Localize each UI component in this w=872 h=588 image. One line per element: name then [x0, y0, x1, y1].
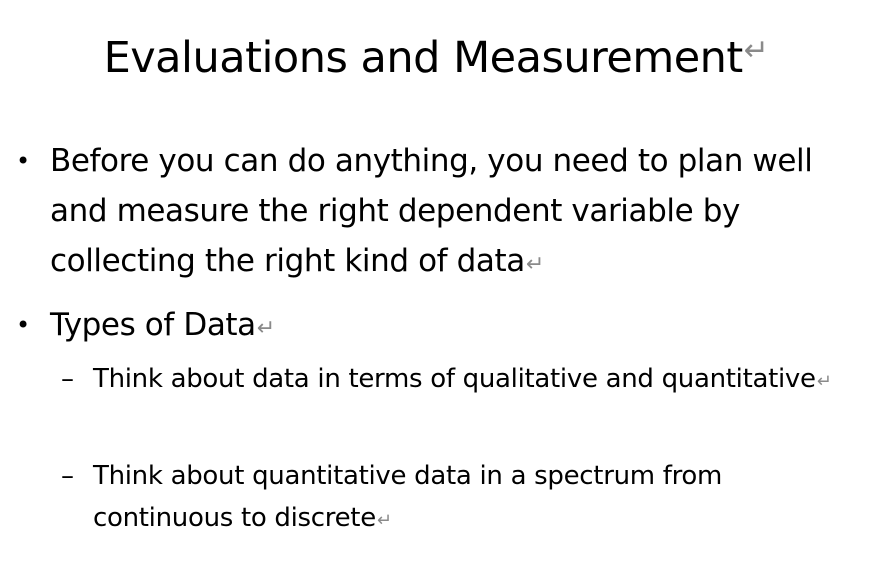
sub-bullet-marker: – [61, 364, 74, 394]
return-mark-icon: ↵ [816, 371, 832, 392]
bullet-marker: • [16, 147, 30, 175]
bullet-marker: • [16, 311, 30, 339]
return-mark-icon: ↵ [743, 33, 769, 68]
return-mark-icon: ↵ [256, 316, 275, 341]
bullet-item: • Types of Data↵ [16, 300, 860, 354]
sub-bullet-marker: – [61, 461, 74, 491]
sub-bullet-text: Think about quantitative data in a spect… [93, 461, 723, 533]
slide-title: Evaluations and Measurement↵ [0, 22, 872, 87]
bullet-item: • Before you can do anything, you need t… [16, 136, 860, 290]
bullet-text: Before you can do anything, you need to … [50, 143, 813, 279]
sub-bullet-item: – Think about quantitative data in a spe… [61, 455, 853, 542]
return-mark-icon: ↵ [525, 252, 544, 277]
slide-title-text: Evaluations and Measurement [103, 33, 744, 83]
sub-bullet-text: Think about data in terms of qualitative… [93, 364, 816, 394]
bullet-text: Types of Data [50, 307, 256, 343]
sub-bullet-item: – Think about data in terms of qualitati… [61, 358, 853, 403]
return-mark-icon: ↵ [376, 510, 392, 531]
